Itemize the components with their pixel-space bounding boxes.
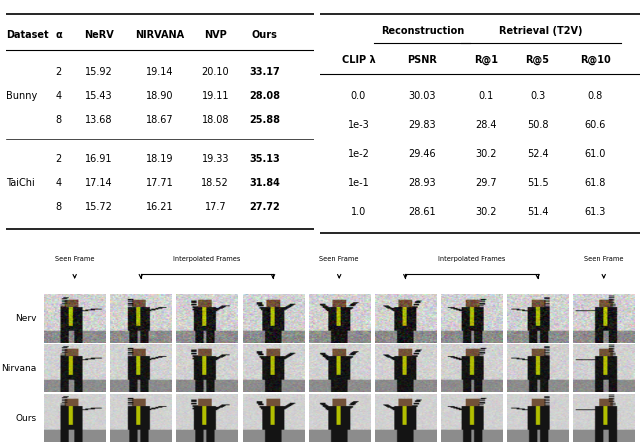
Text: Reconstruction: Reconstruction [381, 25, 464, 36]
Text: 13.68: 13.68 [85, 115, 112, 125]
Text: 28.4: 28.4 [476, 120, 497, 130]
Text: 17.14: 17.14 [84, 178, 113, 188]
Text: 19.33: 19.33 [202, 154, 229, 164]
Text: PSNR: PSNR [408, 55, 437, 65]
Text: Seen Frame: Seen Frame [319, 256, 359, 262]
Text: 19.14: 19.14 [147, 67, 173, 77]
Text: 50.8: 50.8 [527, 120, 548, 130]
Text: 28.61: 28.61 [408, 207, 436, 217]
Text: 2: 2 [56, 67, 61, 77]
Text: R@10: R@10 [580, 55, 611, 65]
Text: Bunny: Bunny [6, 91, 38, 101]
Text: 18.67: 18.67 [146, 115, 174, 125]
Text: 61.0: 61.0 [584, 149, 606, 159]
Text: 33.17: 33.17 [249, 67, 280, 77]
Text: NeRV: NeRV [84, 30, 113, 41]
Text: 29.7: 29.7 [476, 178, 497, 188]
Text: Interpolated Frames: Interpolated Frames [438, 256, 505, 262]
Text: 30.2: 30.2 [476, 207, 497, 217]
Text: 15.43: 15.43 [84, 91, 113, 101]
Text: 15.72: 15.72 [84, 202, 113, 212]
Text: Ours: Ours [15, 413, 36, 423]
Text: 1e-1: 1e-1 [348, 178, 369, 188]
Text: 0.0: 0.0 [351, 91, 366, 101]
Text: 29.46: 29.46 [408, 149, 436, 159]
Text: 18.19: 18.19 [147, 154, 173, 164]
Text: Nerv: Nerv [15, 314, 36, 323]
Text: R@1: R@1 [474, 55, 499, 65]
Text: Seen Frame: Seen Frame [584, 256, 623, 262]
Text: 0.8: 0.8 [588, 91, 603, 101]
Text: R@5: R@5 [525, 55, 550, 65]
Text: Retrieval (T2V): Retrieval (T2V) [499, 25, 582, 36]
Text: 31.84: 31.84 [249, 178, 280, 188]
Text: 30.2: 30.2 [476, 149, 497, 159]
Text: 16.91: 16.91 [85, 154, 112, 164]
Text: 51.5: 51.5 [527, 178, 548, 188]
Text: 30.03: 30.03 [409, 91, 436, 101]
Text: 25.88: 25.88 [249, 115, 280, 125]
Text: 28.93: 28.93 [408, 178, 436, 188]
Text: 18.08: 18.08 [202, 115, 229, 125]
Text: 35.13: 35.13 [249, 154, 280, 164]
Text: 0.1: 0.1 [479, 91, 494, 101]
Text: 18.52: 18.52 [202, 178, 229, 188]
Text: 16.21: 16.21 [146, 202, 174, 212]
Text: Nirvana: Nirvana [1, 364, 36, 373]
Text: 18.90: 18.90 [147, 91, 173, 101]
Text: 52.4: 52.4 [527, 149, 548, 159]
Text: 51.4: 51.4 [527, 207, 548, 217]
Text: α: α [55, 30, 62, 41]
Text: Dataset: Dataset [6, 30, 49, 41]
Text: 20.10: 20.10 [202, 67, 229, 77]
Text: 19.11: 19.11 [202, 91, 229, 101]
Text: NIRVANA: NIRVANA [136, 30, 184, 41]
Text: 17.71: 17.71 [146, 178, 174, 188]
Text: CLIP λ: CLIP λ [342, 55, 375, 65]
Text: TaiChi: TaiChi [6, 178, 35, 188]
Text: 1.0: 1.0 [351, 207, 366, 217]
Text: 60.6: 60.6 [584, 120, 606, 130]
Text: 15.92: 15.92 [84, 67, 113, 77]
Text: 8: 8 [56, 115, 61, 125]
Text: 17.7: 17.7 [205, 202, 226, 212]
Text: 61.8: 61.8 [584, 178, 606, 188]
Text: 1e-3: 1e-3 [348, 120, 369, 130]
Text: 27.72: 27.72 [249, 202, 280, 212]
Text: Ours: Ours [252, 30, 277, 41]
Text: 2: 2 [56, 154, 61, 164]
Text: 4: 4 [56, 178, 61, 188]
Text: 4: 4 [56, 91, 61, 101]
Text: 28.08: 28.08 [249, 91, 280, 101]
Text: NVP: NVP [204, 30, 227, 41]
Text: 8: 8 [56, 202, 61, 212]
Text: 61.3: 61.3 [584, 207, 606, 217]
Text: 1e-2: 1e-2 [348, 149, 369, 159]
Text: 0.3: 0.3 [530, 91, 545, 101]
Text: Interpolated Frames: Interpolated Frames [173, 256, 241, 262]
Text: Seen Frame: Seen Frame [55, 256, 95, 262]
Text: 29.83: 29.83 [408, 120, 436, 130]
